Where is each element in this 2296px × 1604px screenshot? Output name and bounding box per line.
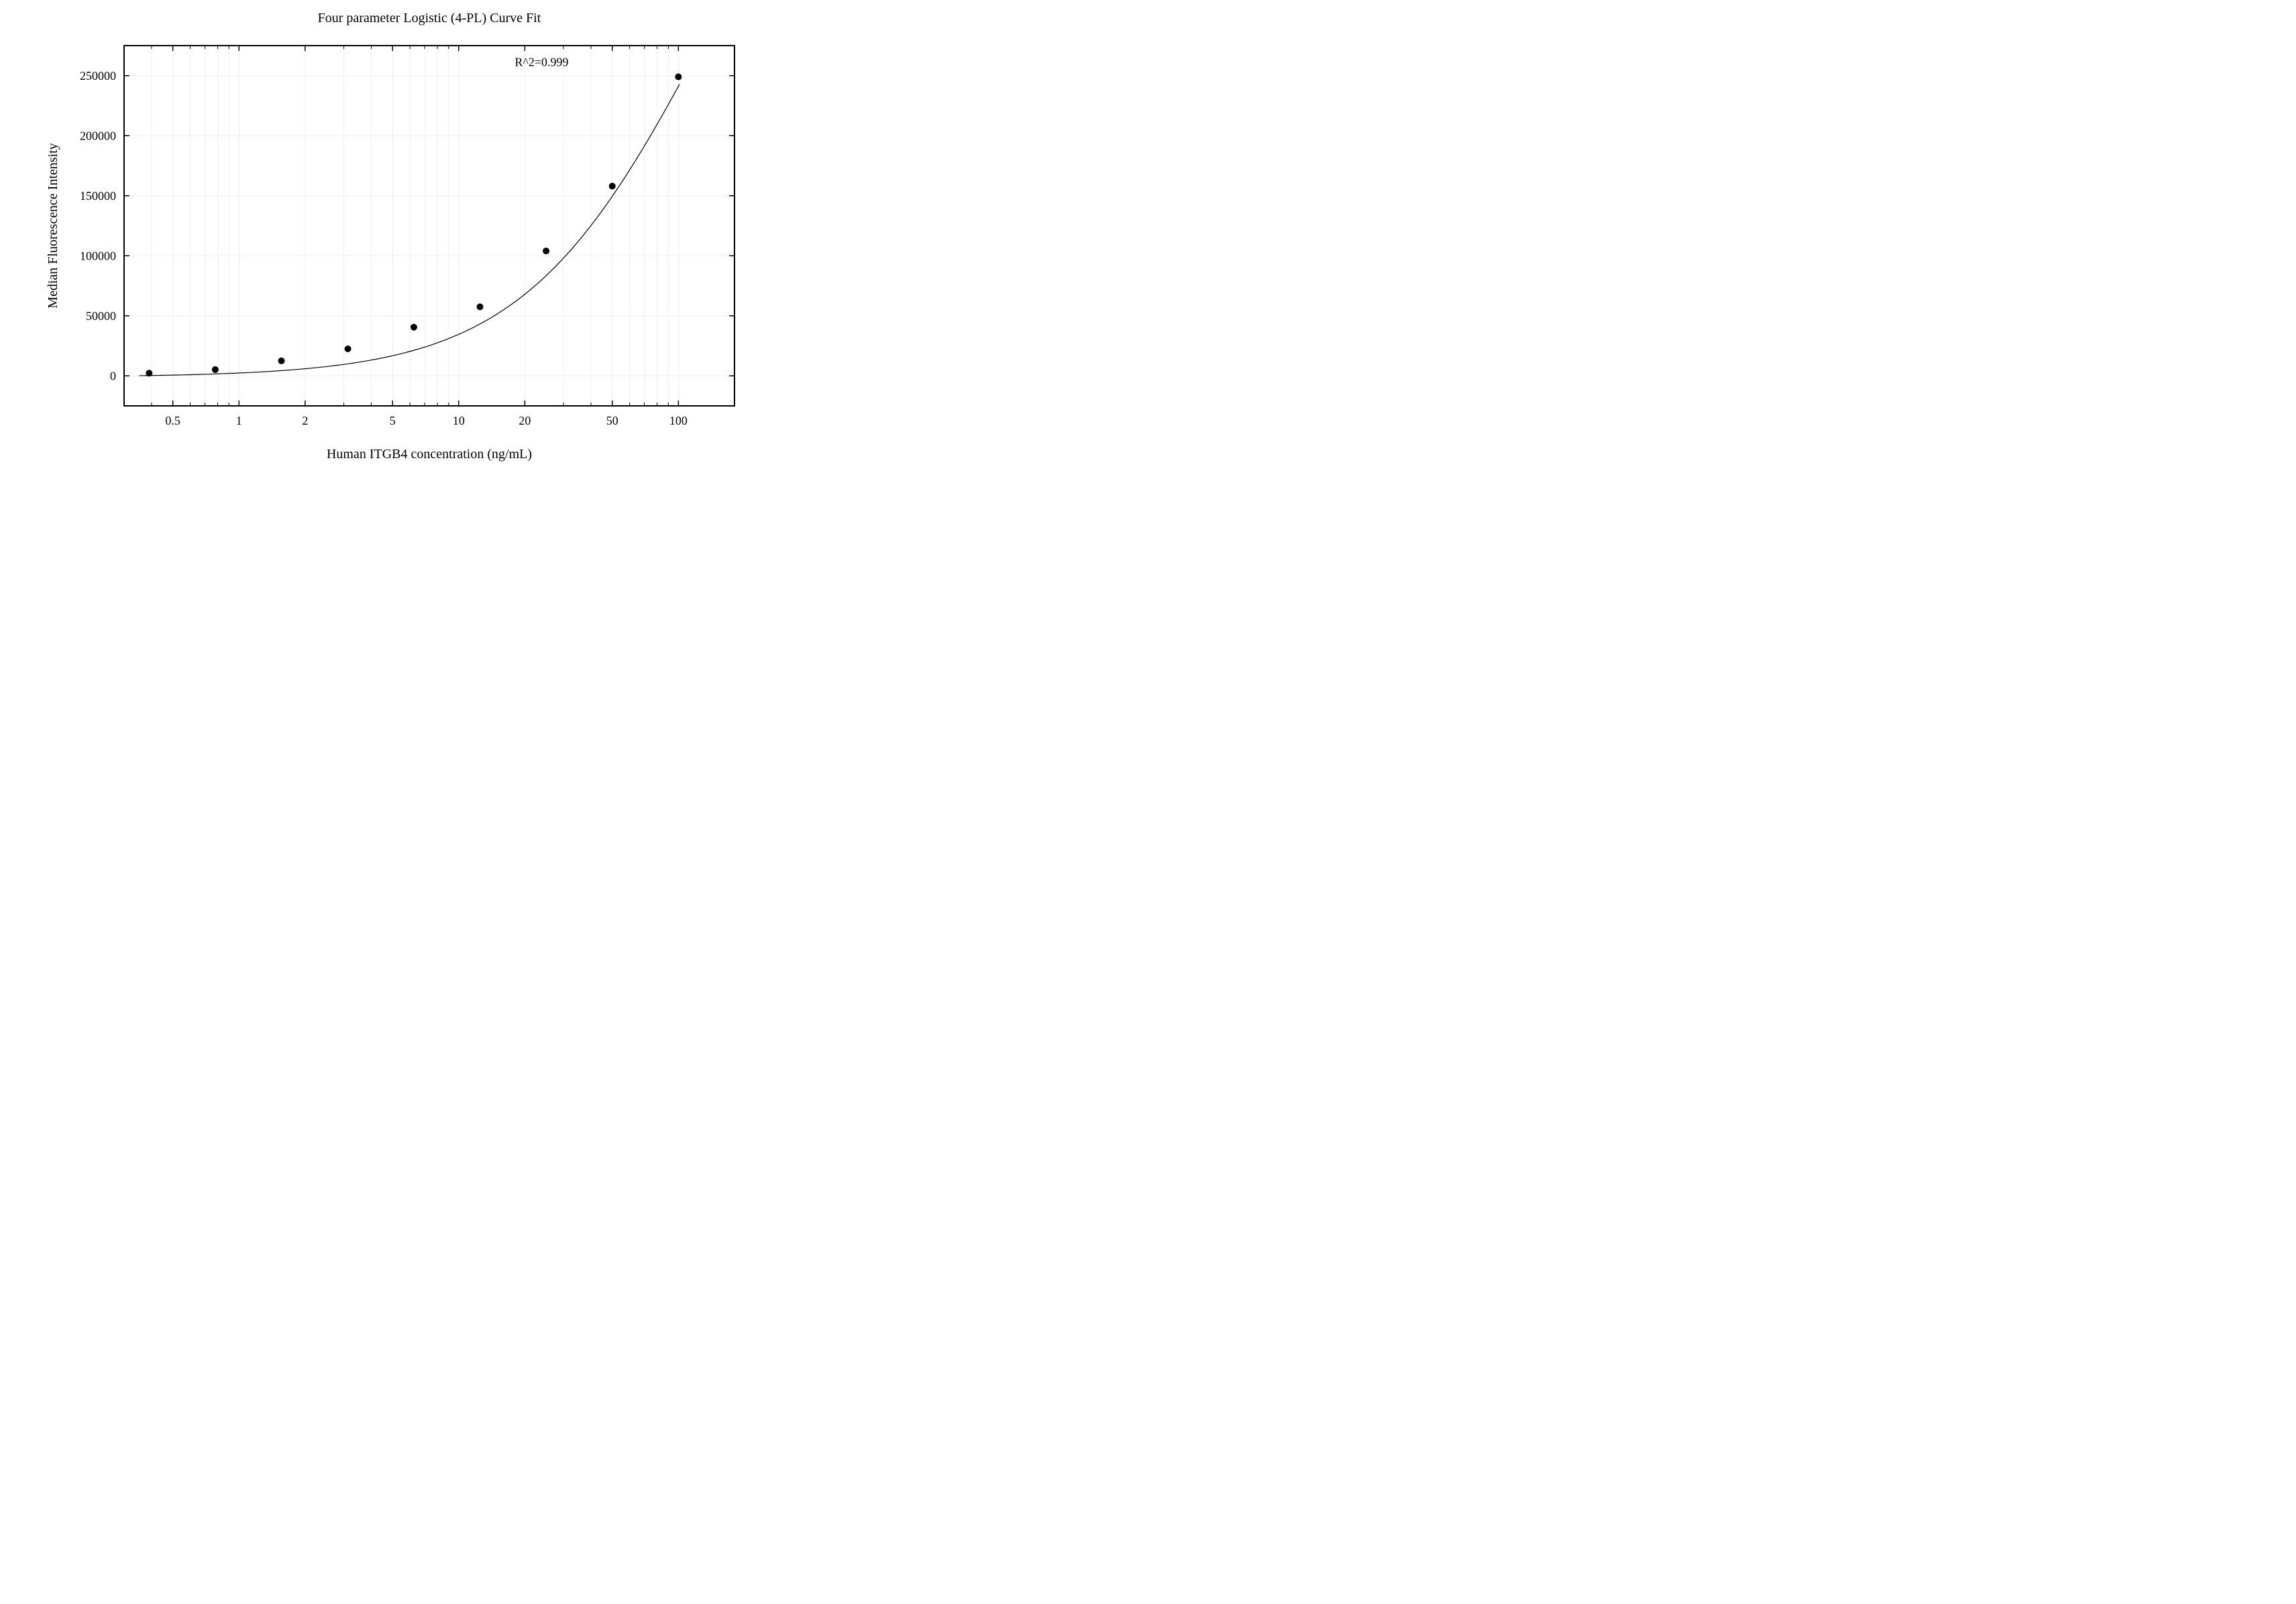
y-tick-label: 200000: [80, 129, 116, 142]
r-squared-annotation: R^2=0.999: [514, 55, 568, 68]
data-point: [675, 74, 681, 81]
data-point: [212, 366, 219, 373]
chart-svg: 0.5 1 2 5 10 20 50 100 0 50000 100000 150000 200000 2…: [0, 0, 765, 535]
y-tick-label: 50000: [86, 309, 116, 323]
x-axis-label: Human ITGB4 concentration (ng/mL): [327, 447, 532, 462]
data-point: [278, 358, 285, 364]
chart-container: 0.5 1 2 5 10 20 50 100 0 50000 100000 150000 200000 2…: [0, 0, 765, 535]
x-tick-label: 50: [606, 414, 618, 427]
x-tick-label: 0.5: [165, 414, 180, 427]
x-tick-label: 10: [453, 414, 465, 427]
x-tick-label: 2: [302, 414, 308, 427]
y-tick-label: 150000: [80, 189, 116, 203]
data-point: [609, 182, 616, 189]
data-point: [477, 303, 484, 310]
x-tick-label: 100: [669, 414, 688, 427]
x-tick-label: 20: [518, 414, 531, 427]
y-tick-label: 250000: [80, 69, 116, 83]
data-point: [345, 345, 351, 352]
x-tick-label: 1: [236, 414, 242, 427]
data-point: [411, 324, 417, 331]
chart-title: Four parameter Logistic (4-PL) Curve Fit: [318, 11, 541, 25]
y-axis-label: Median Fluorescence Intensity: [46, 143, 60, 309]
x-tick-label: 5: [390, 414, 396, 427]
y-tick-label: 100000: [80, 249, 116, 262]
y-tick-label: 0: [110, 369, 116, 382]
data-point: [543, 248, 549, 254]
data-point: [146, 370, 152, 376]
